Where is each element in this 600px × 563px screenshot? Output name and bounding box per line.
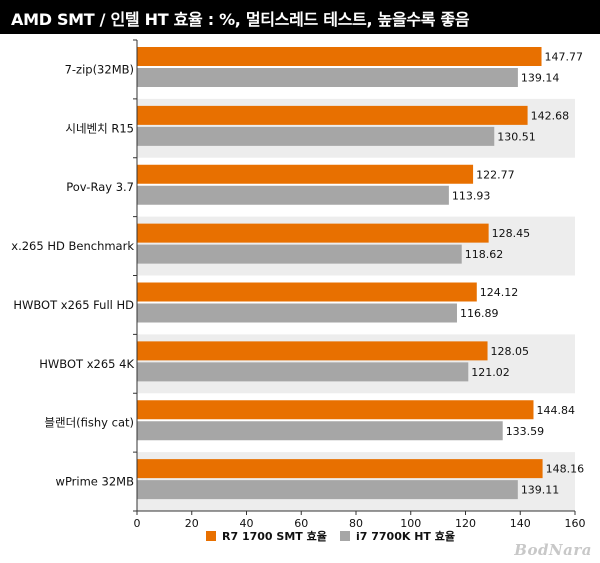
legend-label-r7-1700: R7 1700 SMT 효율	[222, 529, 327, 543]
bar-r7-1700	[137, 223, 489, 243]
x-tick-label: 0	[134, 517, 141, 530]
legend-swatch-r7-1700	[206, 531, 216, 541]
x-tick-label: 120	[455, 517, 476, 530]
value-label: 118.62	[465, 248, 504, 261]
bar-i7-7700k	[137, 68, 518, 87]
value-label: 139.14	[521, 72, 560, 85]
category-label: x.265 HD Benchmark	[11, 239, 134, 253]
category-label: Pov-Ray 3.7	[66, 180, 134, 194]
bar-i7-7700k	[137, 185, 449, 205]
bar-r7-1700	[137, 282, 477, 302]
value-label: 139.11	[521, 484, 560, 497]
bar-i7-7700k	[137, 480, 518, 500]
value-label: 148.16	[546, 463, 585, 476]
watermark-logo: BodNara	[514, 541, 592, 559]
category-label: 7-zip(32MB)	[65, 62, 134, 76]
bar-i7-7700k	[137, 362, 469, 382]
bar-i7-7700k	[137, 244, 462, 264]
value-label: 144.84	[536, 404, 575, 417]
chart-title: AMD SMT / 인텔 HT 효율 : %, 멀티스레드 테스트, 높을수록 …	[11, 10, 470, 29]
bar-i7-7700k	[137, 421, 503, 441]
bar-r7-1700	[137, 341, 488, 361]
category-label: 블랜더(fishy cat)	[44, 416, 134, 430]
category-label: HWBOT x265 4K	[39, 357, 134, 371]
bar-i7-7700k	[137, 126, 495, 146]
bar-r7-1700	[137, 47, 542, 66]
x-tick-label: 80	[349, 517, 363, 530]
value-label: 116.89	[460, 307, 499, 320]
x-tick-label: 140	[510, 517, 531, 530]
bar-r7-1700	[137, 164, 474, 184]
x-tick-label: 60	[294, 517, 308, 530]
value-label: 128.45	[492, 227, 530, 240]
value-label: 130.51	[497, 130, 536, 143]
x-tick-label: 40	[240, 517, 254, 530]
value-label: 124.12	[480, 286, 519, 299]
legend-label-i7-7700k: i7 7700K HT 효율	[356, 529, 455, 543]
value-label: 113.93	[452, 189, 491, 202]
value-label: 147.77	[545, 51, 584, 64]
bar-i7-7700k	[137, 303, 457, 323]
title-bar: AMD SMT / 인텔 HT 효율 : %, 멀티스레드 테스트, 높을수록 …	[0, 0, 600, 34]
category-label: HWBOT x265 Full HD	[13, 298, 134, 312]
bar-r7-1700	[137, 400, 534, 420]
value-label: 128.05	[491, 345, 530, 358]
legend-swatch-i7-7700k	[340, 531, 350, 541]
value-label: 122.77	[476, 168, 515, 181]
value-label: 142.68	[531, 109, 570, 122]
bar-r7-1700	[137, 105, 528, 125]
x-tick-label: 160	[565, 517, 586, 530]
category-label: 시네벤치 R15	[65, 121, 134, 135]
bar-r7-1700	[137, 459, 543, 479]
value-label: 133.59	[506, 425, 545, 438]
category-label: wPrime 32MB	[56, 475, 135, 489]
value-label: 121.02	[471, 366, 510, 379]
x-tick-label: 20	[185, 517, 199, 530]
x-tick-label: 100	[400, 517, 421, 530]
